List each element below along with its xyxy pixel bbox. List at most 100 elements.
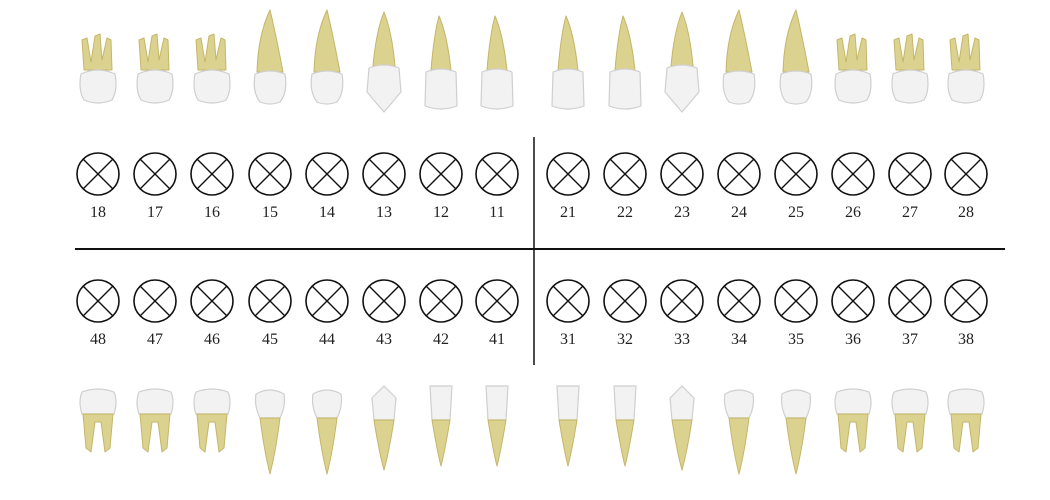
circle-x-icon[interactable]: [546, 152, 590, 196]
upper-premolar-icon[interactable]: [722, 9, 756, 105]
circle-x-icon[interactable]: [362, 152, 406, 196]
tooth-number-label: 32: [617, 331, 633, 348]
upper-molar-icon[interactable]: [193, 33, 231, 104]
circle-x-icon[interactable]: [248, 152, 292, 196]
upper-molar-icon[interactable]: [891, 33, 929, 104]
tooth-number-label: 45: [262, 331, 278, 348]
upper-incisor-icon[interactable]: [608, 15, 642, 110]
circle-x-icon[interactable]: [362, 279, 406, 323]
circle-x-icon[interactable]: [603, 152, 647, 196]
lower-molar-icon[interactable]: [79, 388, 117, 453]
lower-premolar-icon[interactable]: [254, 389, 286, 475]
upper-molar-icon[interactable]: [947, 33, 985, 104]
upper-incisor-icon[interactable]: [551, 15, 585, 110]
tooth-number-label: 12: [433, 204, 449, 221]
lower-molar-icon[interactable]: [193, 388, 231, 453]
circle-x-icon[interactable]: [76, 279, 120, 323]
tooth-number-label: 42: [433, 331, 449, 348]
lower-marker-row: [76, 279, 988, 323]
tooth-number-label: 47: [147, 331, 163, 348]
tooth-number-label: 25: [788, 204, 804, 221]
circle-x-icon[interactable]: [76, 152, 120, 196]
circle-x-icon[interactable]: [660, 152, 704, 196]
circle-x-icon[interactable]: [305, 279, 349, 323]
tooth-number-label: 38: [958, 331, 974, 348]
tooth-number-label: 13: [376, 204, 392, 221]
lower-molar-icon[interactable]: [891, 388, 929, 453]
tooth-number-label: 16: [204, 204, 220, 221]
circle-x-icon[interactable]: [305, 152, 349, 196]
lower-premolar-icon[interactable]: [780, 389, 812, 475]
lower-molar-icon[interactable]: [136, 388, 174, 453]
circle-x-icon[interactable]: [248, 279, 292, 323]
lower-incisor-icon[interactable]: [485, 385, 509, 467]
tooth-number-label: 18: [90, 204, 106, 221]
tooth-number-label: 36: [845, 331, 861, 348]
tooth-number-label: 24: [731, 204, 747, 221]
upper-incisor-icon[interactable]: [424, 15, 458, 110]
circle-x-icon[interactable]: [419, 152, 463, 196]
upper-teeth-row: [79, 9, 985, 113]
tooth-number-label: 27: [902, 204, 918, 221]
tooth-number-label: 46: [204, 331, 220, 348]
upper-premolar-icon[interactable]: [779, 9, 813, 105]
circle-x-icon[interactable]: [419, 279, 463, 323]
tooth-number-label: 28: [958, 204, 974, 221]
upper-canine-icon[interactable]: [366, 11, 402, 113]
circle-x-icon[interactable]: [774, 279, 818, 323]
circle-x-icon[interactable]: [944, 152, 988, 196]
tooth-number-label: 43: [376, 331, 392, 348]
circle-x-icon[interactable]: [190, 152, 234, 196]
circle-x-icon[interactable]: [546, 279, 590, 323]
circle-x-icon[interactable]: [133, 152, 177, 196]
tooth-number-label: 22: [617, 204, 633, 221]
upper-molar-icon[interactable]: [79, 33, 117, 104]
lower-molar-icon[interactable]: [834, 388, 872, 453]
tooth-number-label: 26: [845, 204, 861, 221]
circle-x-icon[interactable]: [603, 279, 647, 323]
circle-x-icon[interactable]: [888, 279, 932, 323]
circle-x-icon[interactable]: [717, 152, 761, 196]
tooth-number-label: 41: [489, 331, 505, 348]
upper-molar-icon[interactable]: [834, 33, 872, 104]
tooth-number-label: 17: [147, 204, 163, 221]
lower-incisor-icon[interactable]: [429, 385, 453, 467]
tooth-number-label: 15: [262, 204, 278, 221]
upper-canine-icon[interactable]: [664, 11, 700, 113]
lower-canine-icon[interactable]: [669, 385, 695, 471]
tooth-number-label: 48: [90, 331, 106, 348]
tooth-number-label: 23: [674, 204, 690, 221]
tooth-number-label: 34: [731, 331, 747, 348]
lower-incisor-icon[interactable]: [556, 385, 580, 467]
tooth-number-label: 14: [319, 204, 335, 221]
upper-molar-icon[interactable]: [136, 33, 174, 104]
circle-x-icon[interactable]: [888, 152, 932, 196]
tooth-number-label: 21: [560, 204, 576, 221]
circle-x-icon[interactable]: [831, 279, 875, 323]
upper-marker-row: [76, 152, 988, 196]
lower-molar-icon[interactable]: [947, 388, 985, 453]
circle-x-icon[interactable]: [475, 279, 519, 323]
lower-incisor-icon[interactable]: [613, 385, 637, 467]
circle-x-icon[interactable]: [660, 279, 704, 323]
circle-x-icon[interactable]: [774, 152, 818, 196]
circle-x-icon[interactable]: [190, 279, 234, 323]
circle-x-icon[interactable]: [133, 279, 177, 323]
circle-x-icon[interactable]: [944, 279, 988, 323]
tooth-number-label: 35: [788, 331, 804, 348]
lower-premolar-icon[interactable]: [723, 389, 755, 475]
lower-teeth-row: [79, 385, 985, 475]
upper-premolar-icon[interactable]: [253, 9, 287, 105]
lower-canine-icon[interactable]: [371, 385, 397, 471]
circle-x-icon[interactable]: [831, 152, 875, 196]
tooth-number-label: 37: [902, 331, 918, 348]
tooth-number-label: 11: [489, 204, 505, 221]
lower-premolar-icon[interactable]: [311, 389, 343, 475]
upper-incisor-icon[interactable]: [480, 15, 514, 110]
circle-x-icon[interactable]: [717, 279, 761, 323]
upper-premolar-icon[interactable]: [310, 9, 344, 105]
tooth-number-label: 33: [674, 331, 690, 348]
tooth-number-label: 44: [319, 331, 335, 348]
circle-x-icon[interactable]: [475, 152, 519, 196]
